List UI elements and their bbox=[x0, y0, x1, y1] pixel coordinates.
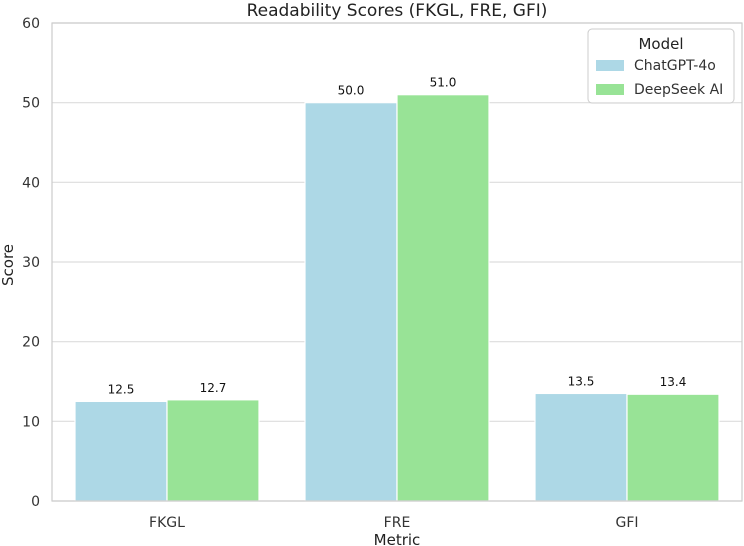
legend-entry-deepseek: DeepSeek AI bbox=[634, 82, 723, 98]
bar-fre-chatgpt bbox=[304, 102, 398, 502]
bar-value-label: 50.0 bbox=[338, 84, 365, 98]
bar-value-label: 51.0 bbox=[430, 76, 457, 90]
chart-title: Readability Scores (FKGL, FRE, GFI) bbox=[247, 1, 548, 21]
bar-fkgl-chatgpt bbox=[74, 400, 168, 502]
legend-entry-chatgpt: ChatGPT-4o bbox=[634, 58, 716, 74]
bar-value-label: 13.5 bbox=[568, 374, 595, 388]
y-tick-label: 10 bbox=[22, 414, 40, 430]
plot-frame bbox=[51, 22, 743, 502]
y-tick-label: 0 bbox=[31, 494, 40, 510]
bar-fkgl-deepseek bbox=[166, 399, 260, 502]
y-tick-label: 20 bbox=[22, 335, 40, 351]
y-tick-label: 60 bbox=[22, 16, 40, 32]
bar-value-label: 12.7 bbox=[200, 381, 227, 395]
legend-swatch-deepseek bbox=[596, 84, 624, 95]
legend-swatch-chatgpt bbox=[596, 60, 624, 71]
bar-value-label: 12.5 bbox=[108, 382, 135, 396]
legend-title: Model bbox=[638, 35, 683, 53]
y-tick-label: 50 bbox=[22, 96, 40, 112]
bar-fre-deepseek bbox=[396, 94, 490, 502]
x-axis-ticks: FKGL FRE GFI bbox=[149, 515, 638, 531]
x-tick-label: FRE bbox=[384, 515, 411, 531]
y-tick-label: 40 bbox=[22, 175, 40, 191]
legend-box bbox=[587, 28, 735, 104]
y-tick-label: 30 bbox=[22, 255, 40, 271]
x-tick-label: FKGL bbox=[149, 515, 185, 531]
y-axis-label: Score bbox=[0, 244, 17, 286]
bar-value-label: 13.4 bbox=[660, 375, 687, 389]
y-axis-ticks: 0 10 20 30 40 50 60 bbox=[22, 16, 40, 510]
bar-gfi-deepseek bbox=[626, 393, 720, 502]
x-axis-label: Metric bbox=[374, 531, 421, 546]
bar-gfi-chatgpt bbox=[534, 392, 628, 502]
x-tick-label: GFI bbox=[615, 515, 638, 531]
legend: Model ChatGPT-4o DeepSeek AI bbox=[587, 28, 735, 104]
bar-value-labels: 12.5 12.7 50.0 51.0 13.5 13.4 bbox=[108, 76, 687, 397]
